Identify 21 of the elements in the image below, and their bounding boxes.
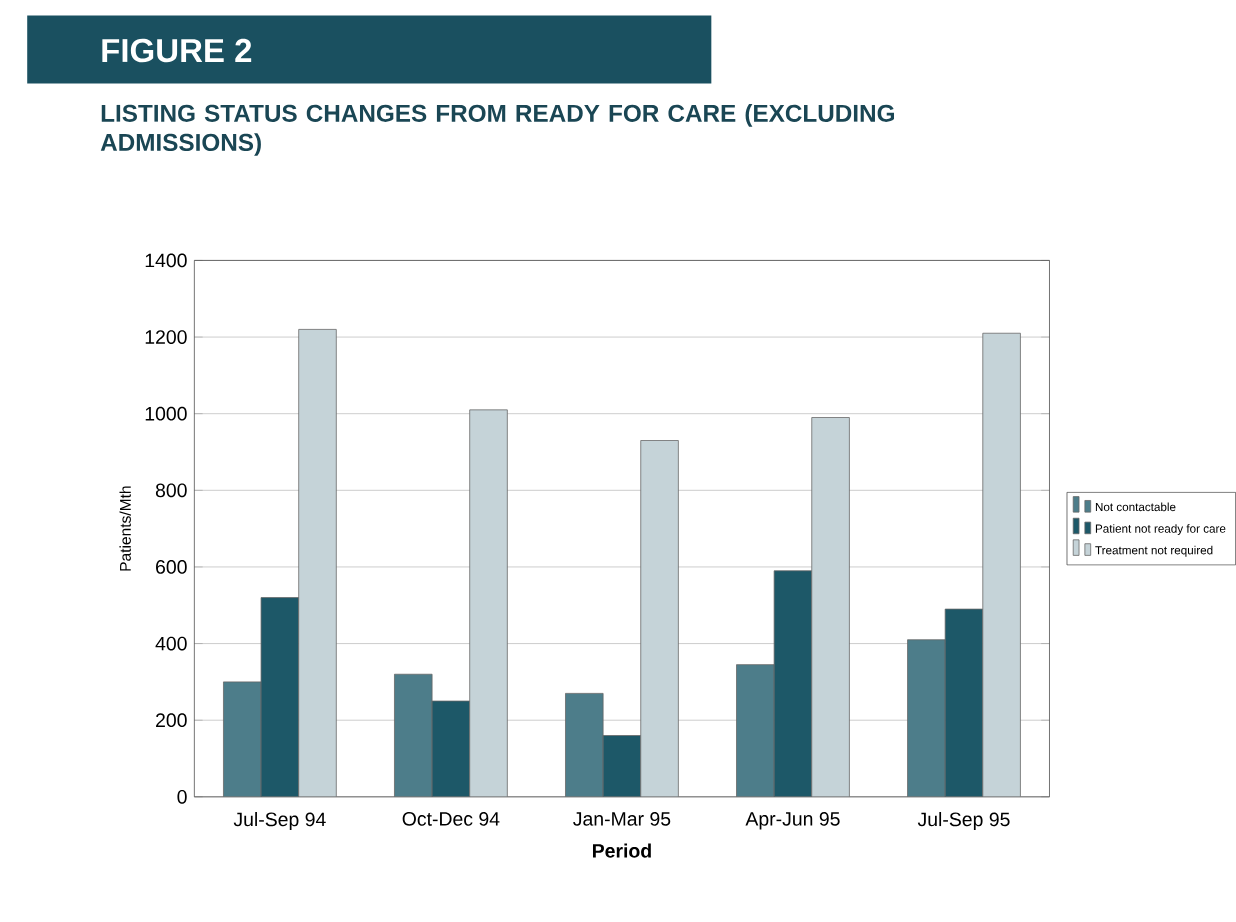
bar <box>469 409 508 798</box>
y-tick-label: 0 <box>177 790 187 805</box>
bar <box>298 329 337 798</box>
y-tick-label: 1200 <box>145 330 187 345</box>
y-tick-label: 600 <box>156 560 187 575</box>
chart-subtitle: LISTING STATUS CHANGES FROM READY FOR CARE (EXCLUDING ADMISSIONS) <box>100 104 895 157</box>
y-tick-label: 200 <box>156 713 187 728</box>
bar <box>811 417 850 798</box>
x-axis-title: Period <box>592 843 651 859</box>
x-tick-label: Jul-Sep 95 <box>917 812 1010 831</box>
y-tick-label: 800 <box>155 483 187 498</box>
x-tick-label: Oct-Dec 94 <box>402 812 500 827</box>
x-tick-label: Jul-Sep 94 <box>233 812 326 831</box>
y-tick-label: 1400 <box>145 253 187 268</box>
bar <box>982 333 1021 798</box>
bar <box>640 440 679 798</box>
x-tick-label: Apr-Jun 95 <box>745 812 840 830</box>
y-tick-label: 1000 <box>145 407 187 421</box>
x-tick-label: Jan-Mar 95 <box>573 812 671 827</box>
chart-title: FIGURE 2 <box>102 39 252 63</box>
y-tick-label: 400 <box>155 637 187 651</box>
